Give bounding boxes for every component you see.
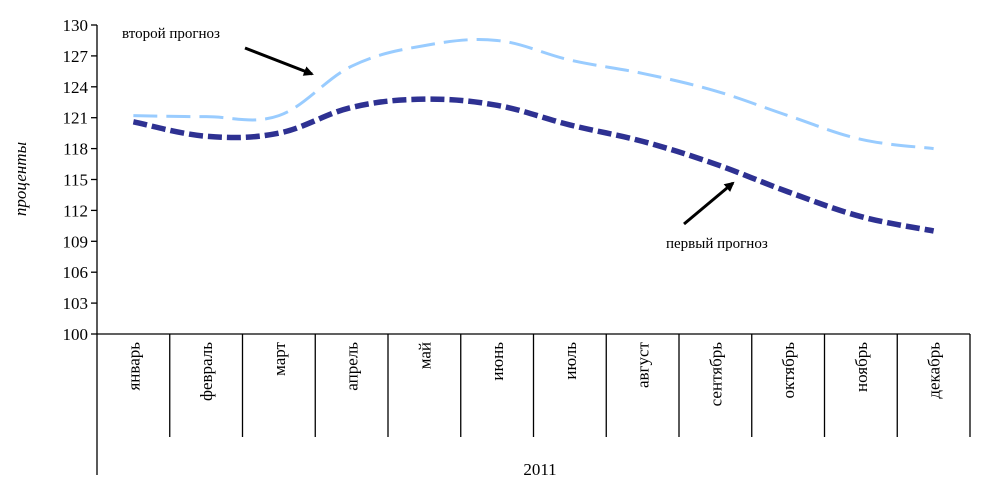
annotation-first-forecast-label: первый прогноз xyxy=(666,236,768,252)
y-tick-label: 118 xyxy=(63,140,88,159)
x-category-label: февраль xyxy=(197,342,216,401)
y-tick-label: 112 xyxy=(63,201,88,220)
y-axis-label: проценты xyxy=(11,142,30,216)
x-category-label: сентябрь xyxy=(706,342,725,407)
annotation-second-forecast: второй прогноз xyxy=(122,26,314,76)
x-category-label: июнь xyxy=(488,342,507,381)
annotation-first-forecast-arrow xyxy=(683,181,735,226)
y-tick-label: 130 xyxy=(63,16,89,35)
y-ticks: 100 103 106 109 112 115 118 121 124 127 130 xyxy=(63,16,97,344)
series-lines xyxy=(132,38,935,234)
x-category-label: июль xyxy=(561,342,580,380)
x-category-label: май xyxy=(415,342,434,369)
y-tick-label: 109 xyxy=(63,232,89,251)
y-axis: 100 103 106 109 112 115 118 121 124 127 130 xyxy=(63,16,98,475)
y-tick-label: 100 xyxy=(63,325,89,344)
x-category-label: март xyxy=(270,341,289,375)
annotation-second-forecast-arrow xyxy=(244,46,314,76)
series-line-first-forecast xyxy=(132,96,935,234)
x-category-label: январь xyxy=(124,342,143,391)
x-category-label: декабрь xyxy=(925,342,944,399)
y-tick-label: 106 xyxy=(63,263,89,282)
x-category-label: ноябрь xyxy=(852,342,871,392)
x-category-labels: январь февраль март апрель май июнь июль август… xyxy=(124,341,943,406)
series-line-second-forecast xyxy=(133,38,934,151)
x-category-label: октябрь xyxy=(779,342,798,399)
annotation-first-forecast: первый прогноз xyxy=(666,181,768,252)
y-tick-label: 103 xyxy=(63,294,89,313)
x-axis: январь февраль март апрель май июнь июль август… xyxy=(97,333,971,437)
annotation-second-forecast-label: второй прогноз xyxy=(122,26,220,42)
y-tick-label: 127 xyxy=(63,47,89,66)
y-tick-label: 124 xyxy=(63,78,89,97)
y-tick-label: 115 xyxy=(63,171,88,190)
x-group-label: 2011 xyxy=(523,460,556,479)
x-category-label: апрель xyxy=(343,342,362,391)
x-category-label: август xyxy=(634,341,653,388)
x-category-dividers xyxy=(169,334,971,437)
y-tick-label: 121 xyxy=(63,109,89,128)
